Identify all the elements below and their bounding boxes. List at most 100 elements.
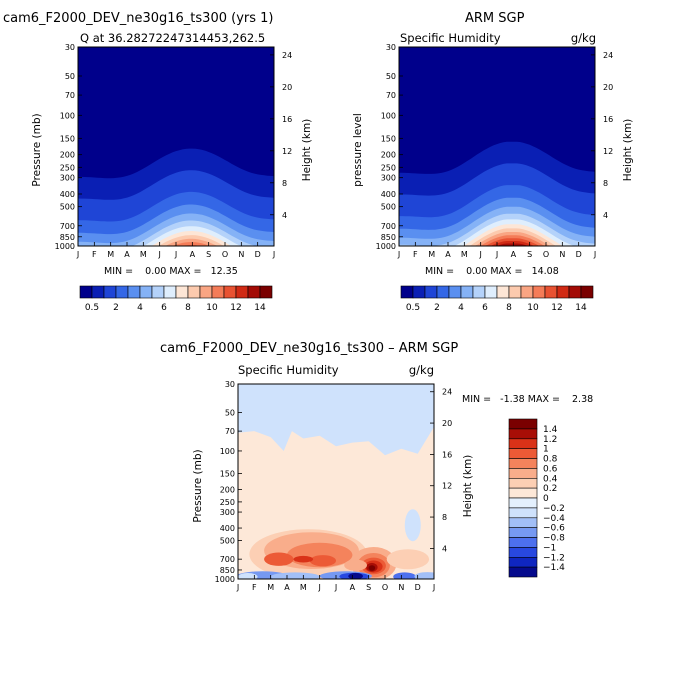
colorbar-box — [508, 468, 538, 479]
y-tick-label: 200 — [381, 151, 396, 160]
colorbar-box — [199, 285, 213, 299]
colorbar-label: 1.4 — [543, 425, 558, 435]
panel-diff: cam6_F2000_DEV_ne30g16_ts300 – ARM SGP S… — [160, 341, 593, 592]
x-tick-label: M — [428, 250, 435, 259]
colorbar-box — [508, 428, 538, 440]
colorbar-label: 1.2 — [543, 435, 557, 445]
y-tick-label: 400 — [220, 524, 235, 533]
colorbar-box — [259, 285, 273, 299]
y-tick-label: 700 — [220, 555, 235, 564]
colorbar-label: −0.6 — [543, 524, 565, 534]
colorbar-box — [580, 285, 594, 299]
colorbar-box — [460, 285, 474, 299]
colorbar-label: −0.4 — [543, 514, 565, 524]
colorbar-box — [508, 537, 538, 548]
y-tick-label: 100 — [220, 447, 235, 456]
x-tick-label: F — [252, 583, 257, 592]
colorbar-label: −0.2 — [543, 504, 565, 514]
colorbar-label: 14 — [575, 303, 587, 313]
y-tick-label: 300 — [60, 174, 75, 183]
y-tick-label: 500 — [381, 203, 396, 212]
colorbar-label: 0.2 — [543, 484, 557, 494]
colorbar-label: 0 — [543, 494, 549, 504]
y-tick-label: 500 — [60, 203, 75, 212]
difference-field — [238, 384, 434, 579]
y-tick-label-right: 20 — [603, 83, 613, 92]
panel-diff-title: cam6_F2000_DEV_ne30g16_ts300 – ARM SGP — [160, 341, 458, 356]
x-tick-label: S — [206, 250, 211, 259]
panel-model: cam6_F2000_DEV_ne30g16_ts300 (yrs 1) Q a… — [3, 11, 313, 313]
y-tick-label: 100 — [381, 111, 396, 120]
colorbar-box — [508, 487, 538, 499]
colorbar-box — [127, 285, 141, 299]
x-tick-label: D — [415, 583, 421, 592]
y-tick-label: 850 — [60, 233, 75, 242]
x-tick-label: O — [543, 250, 549, 259]
negative-anomaly — [238, 573, 258, 579]
colorbar-box — [424, 285, 438, 299]
colorbar-label: 10 — [527, 303, 539, 313]
y-tick-label: 70 — [225, 427, 235, 436]
colorbar-label: 12 — [230, 303, 241, 313]
x-tick-label: D — [576, 250, 582, 259]
panel-obs-ylabel-right: Height (km) — [622, 119, 634, 182]
colorbar-box — [235, 285, 249, 299]
colorbar-label: 2 — [434, 303, 440, 313]
colorbar-label: 4 — [458, 303, 464, 313]
colorbar-box — [508, 556, 538, 568]
y-tick-label: 1000 — [376, 242, 396, 251]
x-tick-label: M — [461, 250, 468, 259]
colorbar-box — [508, 458, 538, 469]
colorbar-box — [436, 285, 450, 299]
y-tick-label: 30 — [65, 43, 75, 52]
colorbar-box — [139, 285, 153, 299]
colorbar-box — [187, 285, 201, 299]
colorbar-box — [496, 285, 510, 299]
colorbar-box — [211, 285, 225, 299]
colorbar-label: −1.2 — [543, 553, 565, 563]
colorbar-label: 10 — [206, 303, 218, 313]
x-tick-label: M — [140, 250, 147, 259]
y-tick-label-right: 12 — [282, 147, 292, 156]
y-tick-label: 50 — [225, 408, 235, 417]
y-tick-label: 400 — [60, 190, 75, 199]
positive-anomaly — [264, 552, 294, 566]
x-tick-label: O — [382, 583, 388, 592]
x-tick-label: J — [174, 250, 177, 259]
y-tick-label-right: 20 — [282, 83, 292, 92]
negative-anomaly — [270, 572, 320, 579]
colorbar-box — [91, 285, 105, 299]
y-tick-label: 200 — [220, 485, 235, 494]
colorbar-box — [484, 285, 498, 299]
y-tick-label-right: 24 — [603, 51, 613, 60]
y-tick-label-right: 4 — [282, 211, 287, 220]
y-tick-label: 30 — [386, 43, 396, 52]
colorbar-box — [508, 477, 538, 489]
positive-anomaly — [293, 555, 314, 563]
x-tick-label: J — [397, 250, 400, 259]
x-tick-label: F — [413, 250, 418, 259]
colorbar-box — [544, 285, 558, 299]
y-tick-label: 300 — [381, 174, 396, 183]
colorbar-label: −1.4 — [543, 563, 565, 573]
y-tick-label-right: 8 — [603, 179, 608, 188]
panel-obs-colorbar: 0.5 2 4 6 8 10 12 14 — [400, 285, 594, 313]
colorbar-box — [508, 285, 522, 299]
x-tick-label: A — [124, 250, 130, 259]
positive-anomaly — [368, 565, 376, 571]
positive-anomaly — [344, 559, 367, 571]
colorbar-box — [508, 566, 538, 578]
panel-obs-subtitle: Specific Humidity — [400, 31, 501, 45]
panel-obs: ARM SGP Specific Humidity g/kg 305070100… — [352, 11, 634, 313]
y-tick-label: 250 — [381, 163, 396, 172]
x-tick-label: A — [284, 583, 290, 592]
panel-obs-ylabel: pressure level — [352, 113, 364, 187]
y-tick-label: 250 — [220, 498, 235, 507]
colorbar-box — [556, 285, 570, 299]
y-tick-label: 500 — [220, 536, 235, 545]
panel-obs-units: g/kg — [571, 31, 596, 45]
negative-anomaly — [414, 572, 434, 579]
y-tick-label: 700 — [60, 222, 75, 231]
panel-model-title: cam6_F2000_DEV_ne30g16_ts300 (yrs 1) — [3, 11, 273, 26]
colorbar-box — [508, 547, 538, 558]
